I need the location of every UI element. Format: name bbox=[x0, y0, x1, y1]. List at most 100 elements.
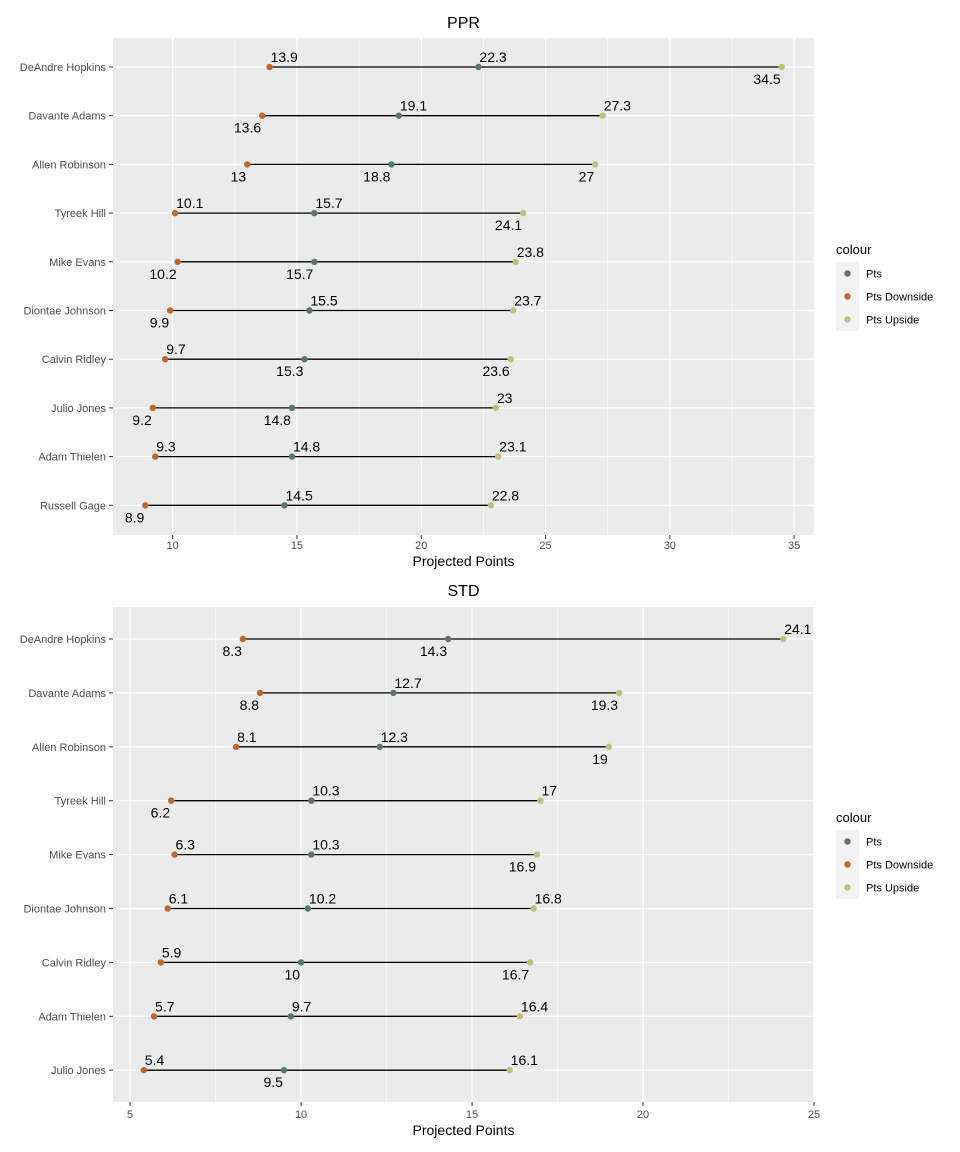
legend-title: colour bbox=[836, 810, 872, 825]
y-tick-label: Tyreek Hill bbox=[55, 208, 106, 220]
data-label: 8.9 bbox=[125, 509, 145, 525]
data-point bbox=[258, 112, 266, 119]
data-point bbox=[388, 161, 395, 168]
data-label: 9.3 bbox=[156, 439, 176, 455]
data-point bbox=[605, 743, 613, 750]
data-label: 6.1 bbox=[169, 891, 189, 907]
data-point bbox=[288, 404, 296, 412]
data-label: 10.3 bbox=[312, 837, 339, 853]
data-point bbox=[519, 209, 527, 217]
plot-panel bbox=[113, 38, 814, 535]
legend-label: Pts bbox=[866, 269, 882, 281]
data-label: 15.7 bbox=[315, 195, 342, 211]
x-tick-label: 15 bbox=[466, 1109, 478, 1121]
data-point bbox=[516, 1013, 524, 1020]
legend: colour Pts Pts Downside Pts Upside bbox=[836, 810, 933, 899]
data-point bbox=[444, 635, 452, 643]
data-label: 5.9 bbox=[162, 944, 182, 960]
legend-swatch bbox=[844, 270, 851, 277]
x-tick-label: 5 bbox=[127, 1109, 133, 1121]
data-point bbox=[376, 743, 383, 750]
data-label: 10.2 bbox=[309, 891, 336, 907]
data-point bbox=[492, 404, 500, 412]
y-tick-label: Mike Evans bbox=[49, 850, 106, 862]
y-tick-label: Allen Robinson bbox=[32, 159, 106, 171]
data-point bbox=[171, 209, 179, 217]
data-label: 23.1 bbox=[499, 439, 526, 455]
data-point bbox=[311, 209, 318, 217]
y-tick-label: Diontae Johnson bbox=[23, 306, 106, 318]
data-point bbox=[533, 851, 541, 858]
data-point bbox=[287, 1013, 295, 1020]
data-point bbox=[495, 453, 502, 460]
legend-label: Pts Downside bbox=[866, 860, 933, 872]
data-point bbox=[507, 356, 514, 363]
data-point bbox=[510, 307, 517, 314]
data-point bbox=[164, 905, 171, 912]
std-chart: 5 10 15 20 25 DeAndre Hopkins Davante Adams All… bbox=[20, 583, 933, 1138]
data-point bbox=[390, 689, 397, 697]
legend-swatch bbox=[844, 838, 851, 845]
data-label: 18.8 bbox=[363, 168, 390, 184]
legend-swatch bbox=[844, 884, 851, 891]
x-tick-label: 10 bbox=[295, 1109, 307, 1121]
data-label: 13.6 bbox=[234, 120, 261, 136]
data-point bbox=[244, 161, 251, 168]
data-point bbox=[487, 502, 495, 509]
legend-swatch bbox=[844, 316, 851, 323]
legend-label: Pts Upside bbox=[866, 883, 919, 895]
x-tick-label: 20 bbox=[637, 1109, 649, 1121]
data-label: 16.1 bbox=[511, 1052, 538, 1068]
x-tick-label: 30 bbox=[664, 540, 676, 552]
data-point bbox=[308, 851, 315, 858]
data-point bbox=[530, 905, 537, 912]
data-point bbox=[592, 161, 599, 168]
data-label: 24.1 bbox=[495, 217, 522, 233]
y-tick-label: DeAndre Hopkins bbox=[20, 634, 107, 646]
x-tick-label: 35 bbox=[788, 540, 800, 552]
data-label: 6.2 bbox=[151, 805, 171, 821]
y-tick-label: Davante Adams bbox=[28, 111, 106, 123]
data-label: 16.9 bbox=[509, 859, 536, 875]
data-point bbox=[166, 307, 174, 314]
y-tick-label: Tyreek Hill bbox=[55, 796, 106, 808]
data-label: 13 bbox=[231, 168, 247, 184]
data-point bbox=[288, 453, 296, 460]
data-label: 16.7 bbox=[502, 966, 529, 982]
data-label: 22.8 bbox=[492, 487, 519, 503]
y-tick-label: Mike Evans bbox=[49, 257, 106, 269]
y-tick-label: Calvin Ridley bbox=[42, 354, 107, 366]
data-label: 6.3 bbox=[176, 837, 196, 853]
data-point bbox=[475, 63, 482, 71]
data-point bbox=[301, 356, 308, 363]
data-point bbox=[152, 453, 159, 460]
data-label: 23.7 bbox=[514, 293, 541, 309]
data-label: 23.6 bbox=[482, 363, 509, 379]
data-point bbox=[281, 502, 288, 509]
data-label: 17 bbox=[541, 783, 557, 799]
x-axis-title: Projected Points bbox=[413, 1122, 515, 1138]
data-point bbox=[526, 959, 534, 966]
y-tick-label: Russell Gage bbox=[40, 500, 106, 512]
data-point bbox=[232, 743, 240, 750]
data-label: 19.1 bbox=[400, 98, 427, 114]
data-point bbox=[174, 258, 181, 265]
data-label: 23.8 bbox=[517, 244, 544, 260]
legend-label: Pts bbox=[866, 837, 882, 849]
ppr-chart: 10 15 20 25 30 35 DeAndre Hopkins Davante Adams… bbox=[20, 15, 933, 569]
data-label: 19 bbox=[592, 751, 608, 767]
data-point bbox=[167, 797, 175, 804]
y-tick-label: Adam Thielen bbox=[38, 1011, 106, 1023]
data-point bbox=[149, 404, 156, 412]
data-point bbox=[599, 112, 606, 119]
data-point bbox=[780, 635, 787, 643]
data-label: 19.3 bbox=[591, 697, 618, 713]
y-tick-label: Adam Thielen bbox=[38, 452, 106, 464]
data-point bbox=[297, 959, 305, 966]
y-tick-label: Davante Adams bbox=[28, 688, 106, 700]
data-point bbox=[157, 959, 165, 966]
legend-label: Pts Downside bbox=[866, 292, 933, 304]
data-label: 16.8 bbox=[535, 891, 562, 907]
data-label: 14.3 bbox=[420, 643, 447, 659]
data-label: 23 bbox=[497, 390, 513, 406]
